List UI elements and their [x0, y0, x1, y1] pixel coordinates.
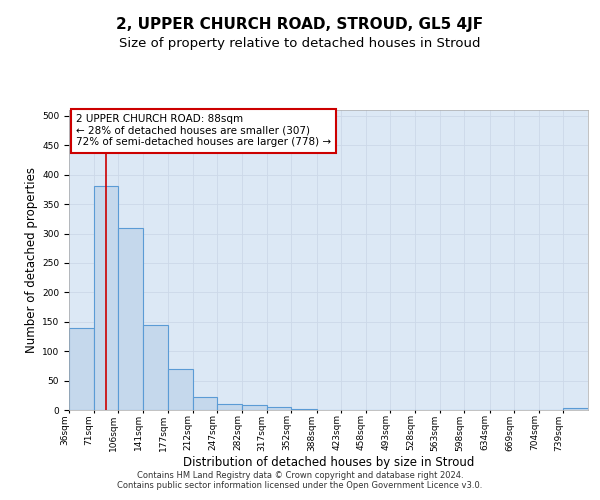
Bar — [69, 328, 94, 410]
Text: 2, UPPER CHURCH ROAD, STROUD, GL5 4JF: 2, UPPER CHURCH ROAD, STROUD, GL5 4JF — [116, 18, 484, 32]
Bar — [143, 324, 168, 410]
Bar — [118, 228, 143, 410]
Y-axis label: Number of detached properties: Number of detached properties — [25, 167, 38, 353]
Text: 2 UPPER CHURCH ROAD: 88sqm
← 28% of detached houses are smaller (307)
72% of sem: 2 UPPER CHURCH ROAD: 88sqm ← 28% of deta… — [76, 114, 331, 148]
Text: Size of property relative to detached houses in Stroud: Size of property relative to detached ho… — [119, 38, 481, 51]
Bar — [168, 369, 193, 410]
Bar — [193, 397, 217, 410]
Text: Contains HM Land Registry data © Crown copyright and database right 2024.
Contai: Contains HM Land Registry data © Crown c… — [118, 470, 482, 490]
Bar — [563, 408, 588, 410]
Bar — [266, 407, 291, 410]
X-axis label: Distribution of detached houses by size in Stroud: Distribution of detached houses by size … — [183, 456, 474, 469]
Bar — [217, 404, 242, 410]
Bar — [94, 186, 118, 410]
Bar — [242, 406, 266, 410]
